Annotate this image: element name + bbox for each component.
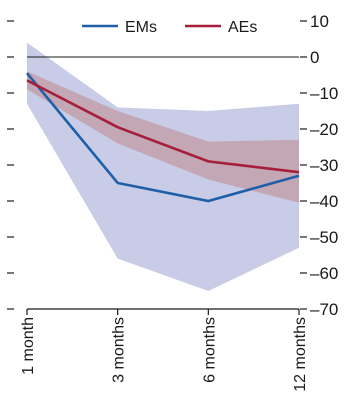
- band-aes: [27, 71, 299, 203]
- y-tick-label: 0: [310, 48, 319, 67]
- y-tick-label: –70: [310, 300, 338, 319]
- x-tick-label: 3 months: [111, 317, 128, 383]
- confidence-bands: [27, 42, 299, 291]
- legend-label-aes: AEs: [228, 19, 257, 36]
- line-aes: [26, 79, 300, 174]
- y-tick-label: –60: [310, 264, 338, 283]
- y-tick-label: –50: [310, 228, 338, 247]
- x-tick-label: 1 month: [20, 317, 37, 375]
- x-tick-label: 6 months: [201, 317, 218, 383]
- axes: 10 0 –10 –20 –30 –40 –50 –60 –70 1 month 3 months 6…: [7, 12, 338, 392]
- y-tick-label: –40: [310, 192, 338, 211]
- y-tick-label: 10: [310, 12, 329, 31]
- x-tick-label: 12 months: [292, 317, 309, 392]
- series-lines: [25, 72, 300, 203]
- legend-label-ems: EMs: [125, 19, 157, 36]
- y-tick-label: –30: [310, 156, 338, 175]
- line-ems: [25, 72, 300, 203]
- legend: EMs AEs: [82, 19, 257, 36]
- y-tick-label: –10: [310, 84, 338, 103]
- y-tick-label: –20: [310, 120, 338, 139]
